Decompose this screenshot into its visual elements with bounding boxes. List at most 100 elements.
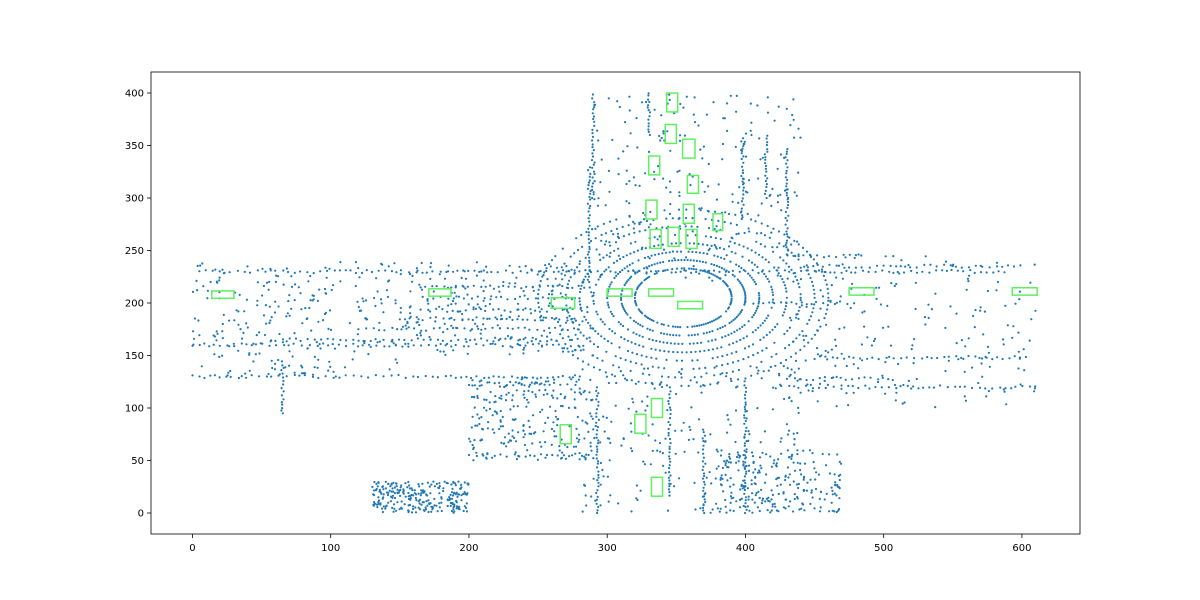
- lidar-point: [561, 328, 564, 331]
- lidar-point: [270, 375, 273, 378]
- lidar-point: [592, 428, 595, 431]
- lidar-point: [1028, 339, 1031, 342]
- lidar-point: [682, 421, 685, 424]
- lidar-point: [841, 277, 845, 280]
- lidar-point: [603, 430, 606, 433]
- lidar-point: [588, 166, 592, 169]
- lidar-point: [567, 311, 570, 314]
- lidar-point: [741, 214, 744, 217]
- lidar-point: [678, 169, 681, 172]
- lidar-point: [459, 487, 462, 490]
- lidar-point: [811, 311, 814, 314]
- lidar-point: [774, 505, 777, 508]
- lidar-point: [944, 369, 947, 373]
- lidar-point: [677, 217, 680, 220]
- lidar-point: [419, 308, 422, 311]
- lidar-point: [609, 494, 612, 497]
- lidar-point: [265, 281, 269, 284]
- lidar-point: [785, 152, 788, 156]
- lidar-point: [788, 473, 791, 476]
- lidar-point: [451, 494, 455, 497]
- lidar-point: [915, 266, 918, 269]
- lidar-point: [781, 278, 784, 281]
- lidar-point: [450, 483, 453, 486]
- lidar-point: [738, 186, 741, 189]
- lidar-point: [526, 449, 529, 452]
- lidar-point: [650, 356, 653, 359]
- lidar-point: [707, 185, 710, 188]
- lidar-point: [282, 376, 285, 379]
- lidar-point: [701, 157, 704, 160]
- lidar-point: [591, 196, 594, 200]
- lidar-point: [263, 333, 267, 337]
- lidar-point: [944, 326, 947, 329]
- lidar-point: [669, 149, 672, 152]
- lidar-point: [739, 338, 742, 341]
- lidar-point: [650, 318, 653, 322]
- lidar-point: [678, 477, 681, 480]
- lidar-point: [958, 385, 962, 388]
- lidar-point: [475, 343, 478, 346]
- lidar-point: [741, 255, 744, 258]
- lidar-point: [776, 484, 779, 487]
- lidar-point: [462, 297, 465, 300]
- lidar-point: [400, 328, 403, 331]
- lidar-point: [192, 330, 195, 333]
- lidar-point: [699, 385, 702, 388]
- lidar-point: [700, 207, 703, 210]
- lidar-point: [555, 266, 559, 269]
- lidar-point: [612, 233, 615, 236]
- lidar-point: [524, 344, 527, 347]
- lidar-point: [584, 256, 587, 259]
- lidar-point: [311, 375, 315, 378]
- lidar-point: [708, 271, 711, 275]
- lidar-point: [471, 415, 474, 418]
- lidar-point: [734, 409, 738, 412]
- lidar-point: [531, 376, 535, 379]
- lidar-point: [757, 490, 760, 493]
- lidar-point: [250, 344, 253, 347]
- lidar-point: [204, 269, 207, 272]
- lidar-point: [735, 315, 738, 319]
- lidar-point: [680, 376, 683, 379]
- lidar-point: [613, 276, 616, 280]
- lidar-point: [623, 309, 627, 313]
- lidar-point: [408, 484, 411, 487]
- lidar-point: [557, 343, 560, 346]
- lidar-point: [699, 269, 702, 272]
- lidar-point: [653, 263, 656, 266]
- lidar-point: [435, 285, 438, 288]
- lidar-point: [629, 132, 632, 135]
- lidar-point: [618, 346, 621, 349]
- lidar-point: [523, 294, 526, 297]
- lidar-point: [235, 309, 238, 312]
- lidar-point: [805, 269, 808, 272]
- detection-box: [211, 290, 235, 300]
- lidar-point: [561, 308, 564, 311]
- lidar-point: [588, 286, 591, 289]
- lidar-point: [245, 343, 248, 346]
- lidar-point: [449, 374, 452, 377]
- lidar-point: [420, 503, 423, 506]
- lidar-point: [403, 503, 406, 506]
- lidar-point: [591, 128, 594, 131]
- lidar-point: [799, 462, 802, 465]
- lidar-point: [592, 115, 596, 118]
- lidar-point: [947, 359, 950, 362]
- lidar-point: [491, 326, 494, 329]
- lidar-point: [666, 341, 669, 344]
- lidar-point: [592, 457, 595, 460]
- lidar-point: [553, 318, 556, 321]
- lidar-point: [668, 451, 671, 454]
- lidar-point: [841, 263, 844, 266]
- lidar-point: [329, 328, 333, 331]
- lidar-point: [662, 130, 665, 133]
- lidar-point: [745, 410, 749, 413]
- lidar-point: [619, 270, 622, 274]
- lidar-point: [706, 321, 710, 325]
- lidar-point: [581, 368, 584, 371]
- lidar-point: [454, 482, 457, 485]
- lidar-point: [531, 286, 534, 289]
- lidar-point: [695, 381, 698, 384]
- lidar-point: [584, 269, 587, 272]
